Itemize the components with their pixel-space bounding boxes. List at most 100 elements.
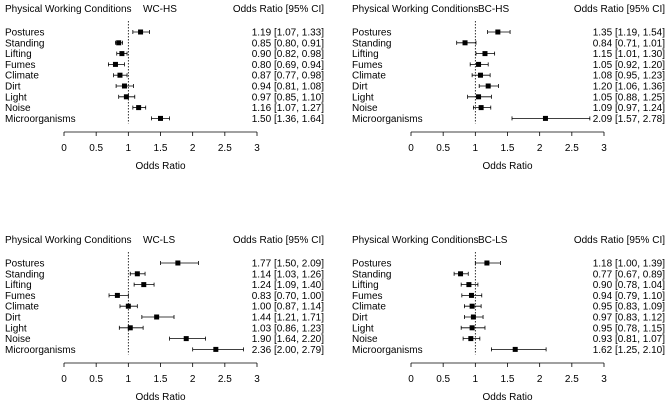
x-tick-label: 2.5 xyxy=(565,143,579,154)
point-estimate xyxy=(495,29,501,35)
row-label: Dirt xyxy=(5,313,21,324)
row-estimate-text: 0.93 [0.81, 1.07] xyxy=(593,334,666,345)
row-label: Lifting xyxy=(5,49,32,60)
x-tick-label: 3 xyxy=(601,374,607,385)
row-estimate-text: 0.83 [0.70, 1.00] xyxy=(252,291,325,302)
row-label: Light xyxy=(352,92,374,103)
panel-title: WC-LS xyxy=(143,235,176,246)
point-estimate xyxy=(470,314,476,320)
x-tick-label: 0 xyxy=(408,374,414,385)
x-axis-label: Odds Ratio xyxy=(135,392,185,402)
row-label: Climate xyxy=(5,302,39,313)
x-tick-label: 3 xyxy=(254,143,260,154)
point-estimate xyxy=(476,94,482,100)
row-estimate-text: 1.15 [1.01, 1.30] xyxy=(593,49,666,60)
point-estimate xyxy=(542,115,548,121)
row-estimate-text: 1.16 [1.07, 1.27] xyxy=(252,103,325,114)
x-tick-label: 0.5 xyxy=(436,143,450,154)
estimate-header: Odds Ratio [95% CI] xyxy=(574,4,665,15)
row-estimate-text: 0.94 [0.79, 1.10] xyxy=(593,291,666,302)
point-estimate xyxy=(466,282,472,288)
row-label: Dirt xyxy=(352,82,368,93)
point-estimate xyxy=(468,336,474,342)
point-estimate xyxy=(469,303,475,309)
row-estimate-text: 0.84 [0.71, 1.01] xyxy=(593,38,666,49)
row-label: Standing xyxy=(352,38,391,49)
row-label: Fumes xyxy=(5,60,36,71)
row-label: Fumes xyxy=(352,60,383,71)
row-label: Noise xyxy=(352,103,378,114)
row-label: Lifting xyxy=(352,280,379,291)
point-estimate xyxy=(117,72,123,78)
point-estimate xyxy=(123,94,129,100)
x-tick-label: 0 xyxy=(61,374,67,385)
point-estimate xyxy=(478,105,484,111)
panel-title: BC-HS xyxy=(478,4,509,15)
point-estimate xyxy=(485,83,491,89)
point-estimate xyxy=(462,40,468,46)
row-label: Microorganisms xyxy=(352,114,423,125)
x-tick-label: 0.5 xyxy=(89,143,103,154)
x-tick-label: 1.5 xyxy=(154,374,168,385)
point-estimate xyxy=(512,346,518,352)
x-tick-label: 1.5 xyxy=(501,143,515,154)
x-tick-label: 2 xyxy=(537,143,543,154)
row-estimate-text: 1.20 [1.06, 1.36] xyxy=(593,82,666,93)
row-estimate-text: 1.14 [1.03, 1.26] xyxy=(252,269,325,280)
row-label: Lifting xyxy=(352,49,379,60)
point-estimate xyxy=(469,325,475,331)
point-estimate xyxy=(154,314,160,320)
row-estimate-text: 1.05 [0.88, 1.25] xyxy=(593,92,666,103)
row-estimate-text: 1.44 [1.21, 1.71] xyxy=(252,313,325,324)
x-tick-label: 1 xyxy=(473,374,479,385)
point-estimate xyxy=(458,271,464,277)
point-estimate xyxy=(119,51,125,57)
row-label: Climate xyxy=(5,71,39,82)
row-label: Postures xyxy=(5,28,44,39)
point-estimate xyxy=(138,29,144,35)
row-label: Noise xyxy=(5,103,31,114)
point-estimate xyxy=(134,271,140,277)
row-estimate-text: 0.97 [0.85, 1.10] xyxy=(252,92,325,103)
x-tick-label: 2 xyxy=(190,374,196,385)
point-estimate xyxy=(141,282,147,288)
x-tick-label: 2.5 xyxy=(218,143,232,154)
row-estimate-text: 0.95 [0.83, 1.09] xyxy=(593,302,666,313)
row-header: Physical Working Conditions xyxy=(5,235,132,246)
x-tick-label: 1 xyxy=(126,374,132,385)
row-label: Climate xyxy=(352,71,386,82)
row-estimate-text: 0.80 [0.69, 0.94] xyxy=(252,60,325,71)
row-header: Physical Working Conditions xyxy=(5,4,132,15)
x-tick-label: 2 xyxy=(537,374,543,385)
row-label: Microorganisms xyxy=(352,345,423,356)
point-estimate xyxy=(136,105,142,111)
row-estimate-text: 1.09 [0.97, 1.24] xyxy=(593,103,666,114)
panel-title: WC-HS xyxy=(143,4,177,15)
row-label: Microorganisms xyxy=(5,345,76,356)
row-label: Dirt xyxy=(5,82,21,93)
row-label: Standing xyxy=(5,38,44,49)
estimate-header: Odds Ratio [95% CI] xyxy=(233,235,324,246)
row-estimate-text: 1.90 [1.64, 2.20] xyxy=(252,334,325,345)
row-estimate-text: 0.87 [0.77, 0.98] xyxy=(252,71,325,82)
row-estimate-text: 1.03 [0.86, 1.23] xyxy=(252,323,325,334)
x-tick-label: 0.5 xyxy=(89,374,103,385)
x-tick-label: 2 xyxy=(190,143,196,154)
row-label: Climate xyxy=(352,302,386,313)
point-estimate xyxy=(484,260,490,266)
x-tick-label: 2.5 xyxy=(218,374,232,385)
row-label: Postures xyxy=(5,259,44,270)
estimate-header: Odds Ratio [95% CI] xyxy=(233,4,324,15)
row-estimate-text: 0.95 [0.78, 1.15] xyxy=(593,323,666,334)
row-label: Light xyxy=(5,323,27,334)
x-tick-label: 0 xyxy=(61,143,67,154)
point-estimate xyxy=(112,61,118,67)
row-label: Postures xyxy=(352,259,391,270)
row-label: Light xyxy=(5,92,27,103)
row-estimate-text: 0.94 [0.81, 1.08] xyxy=(252,82,325,93)
point-estimate xyxy=(116,40,122,46)
row-estimate-text: 0.85 [0.80, 0.91] xyxy=(252,38,325,49)
x-tick-label: 0 xyxy=(408,143,414,154)
estimate-header: Odds Ratio [95% CI] xyxy=(574,235,665,246)
